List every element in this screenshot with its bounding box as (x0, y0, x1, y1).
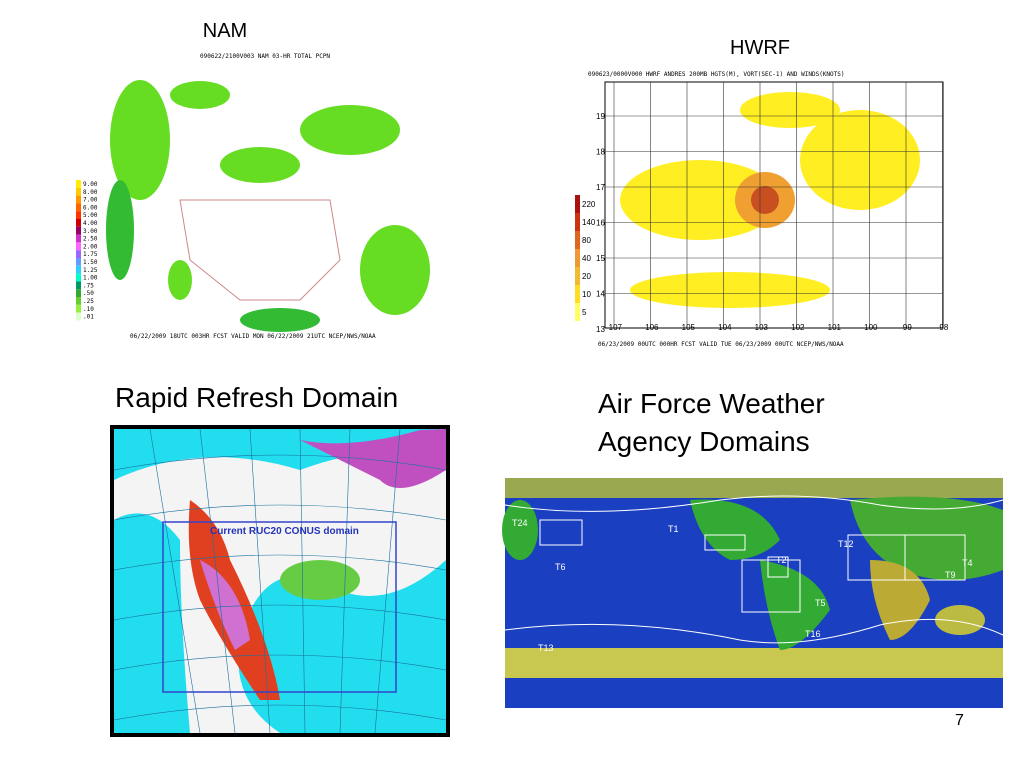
y-label: 19 (596, 112, 605, 121)
hwrf-footer: 06/23/2009 00UTC 000HR FCST VALID TUE 06… (598, 341, 844, 348)
domain-label: T16 (805, 629, 821, 639)
legend-swatch (575, 213, 580, 231)
y-label: 17 (596, 183, 605, 192)
legend-swatch (575, 195, 580, 213)
y-label: 14 (596, 290, 605, 299)
hwrf-title: HWRF (730, 37, 790, 59)
legend-label: 80 (582, 236, 591, 245)
nam-title: NAM (203, 20, 247, 42)
legend-swatch (76, 297, 81, 305)
legend-swatch (76, 289, 81, 297)
x-label: -104 (715, 323, 732, 332)
x-label: -105 (679, 323, 696, 332)
legend-swatch (76, 250, 81, 258)
legend-label: 140 (582, 218, 596, 227)
legend-label: 220 (582, 200, 596, 209)
domain-label: T13 (538, 643, 554, 653)
legend-swatch (76, 265, 81, 274)
afwa-title-line-1: Air Force Weather (598, 388, 825, 419)
legend-label: 9.00 (83, 181, 98, 188)
legend-swatch (76, 203, 81, 212)
y-label: 18 (596, 148, 605, 157)
rapid-refresh-title: Rapid Refresh Domain (115, 382, 398, 413)
legend-swatch (76, 258, 81, 266)
x-label: -98 (937, 323, 949, 332)
y-label: 13 (596, 325, 605, 334)
rapid-refresh-box-label: Current RUC20 CONUS domain (210, 526, 359, 537)
legend-label: 1.50 (83, 259, 98, 266)
x-label: -102 (788, 323, 805, 332)
legend-swatch (575, 249, 580, 267)
legend-swatch (76, 312, 81, 321)
legend-label: .10 (83, 306, 94, 313)
domain-label: T24 (512, 518, 528, 528)
legend-swatch (76, 211, 81, 219)
legend-label: 2.50 (83, 236, 98, 243)
legend-label: .01 (83, 314, 94, 321)
x-label: -101 (825, 323, 842, 332)
nam-footer: 06/22/2009 18UTC 003HR FCST VALID MON 06… (130, 333, 376, 340)
x-label: -103 (752, 323, 769, 332)
hwrf-header: 090623/0000V000 HWRF ANDRES 200MB HGTS(M… (588, 71, 844, 78)
legend-swatch (76, 219, 81, 227)
domain-label: T2 (776, 555, 787, 565)
hwrf-image (604, 81, 944, 329)
afwa-title-line-2: Agency Domains (598, 426, 810, 457)
afwa-labels: T24 T1 T12 T6 T2 T5 T16 T13 T9 T4 (512, 518, 973, 653)
x-label: -99 (900, 323, 912, 332)
legend-swatch (76, 234, 81, 243)
rapid-refresh-image (110, 425, 450, 737)
legend-label: 3.00 (83, 228, 98, 235)
domain-label: T1 (668, 524, 679, 534)
legend-label: 40 (582, 254, 591, 263)
y-label: 16 (596, 219, 605, 228)
nam-legend: 9.008.007.006.005.004.003.002.502.001.75… (76, 180, 98, 321)
legend-label: 1.25 (83, 267, 98, 274)
legend-label: 20 (582, 272, 591, 281)
legend-label: 4.00 (83, 220, 98, 227)
legend-swatch (76, 304, 81, 313)
legend-label: 2.00 (83, 243, 98, 250)
nam-image (105, 62, 433, 344)
domain-label: T9 (945, 570, 956, 580)
domain-label: T5 (815, 598, 826, 608)
legend-label: 6.00 (83, 204, 98, 211)
legend-label: 8.00 (83, 189, 98, 196)
legend-swatch (76, 195, 81, 204)
domain-label: T4 (962, 558, 973, 568)
domain-label: T6 (555, 562, 566, 572)
legend-label: .25 (83, 298, 94, 305)
y-label: 15 (596, 254, 605, 263)
legend-label: .50 (83, 290, 94, 297)
legend-swatch (575, 231, 580, 249)
legend-swatch (76, 242, 81, 251)
legend-label: 5 (582, 308, 587, 317)
afwa-image (502, 478, 1004, 708)
legend-label: 5.00 (83, 212, 98, 219)
nam-header: 090622/2100V003 NAM 03-HR TOTAL PCPN (200, 53, 330, 60)
legend-label: 1.75 (83, 251, 98, 258)
legend-label: 10 (582, 290, 591, 299)
legend-swatch (76, 180, 81, 188)
legend-swatch (575, 303, 580, 321)
x-label: -107 (606, 323, 623, 332)
domain-label: T12 (838, 539, 854, 549)
legend-swatch (575, 285, 580, 303)
legend-swatch (76, 273, 81, 282)
x-label: -100 (861, 323, 878, 332)
legend-swatch (76, 187, 81, 196)
legend-label: .75 (83, 282, 94, 289)
legend-swatch (76, 226, 81, 235)
legend-label: 1.00 (83, 275, 98, 282)
legend-label: 7.00 (83, 197, 98, 204)
legend-swatch (76, 281, 81, 290)
x-label: -106 (642, 323, 659, 332)
hwrf-legend: 220 140 80 40 20 10 5 (575, 195, 596, 321)
page-number: 7 (955, 712, 964, 729)
legend-swatch (575, 267, 580, 285)
